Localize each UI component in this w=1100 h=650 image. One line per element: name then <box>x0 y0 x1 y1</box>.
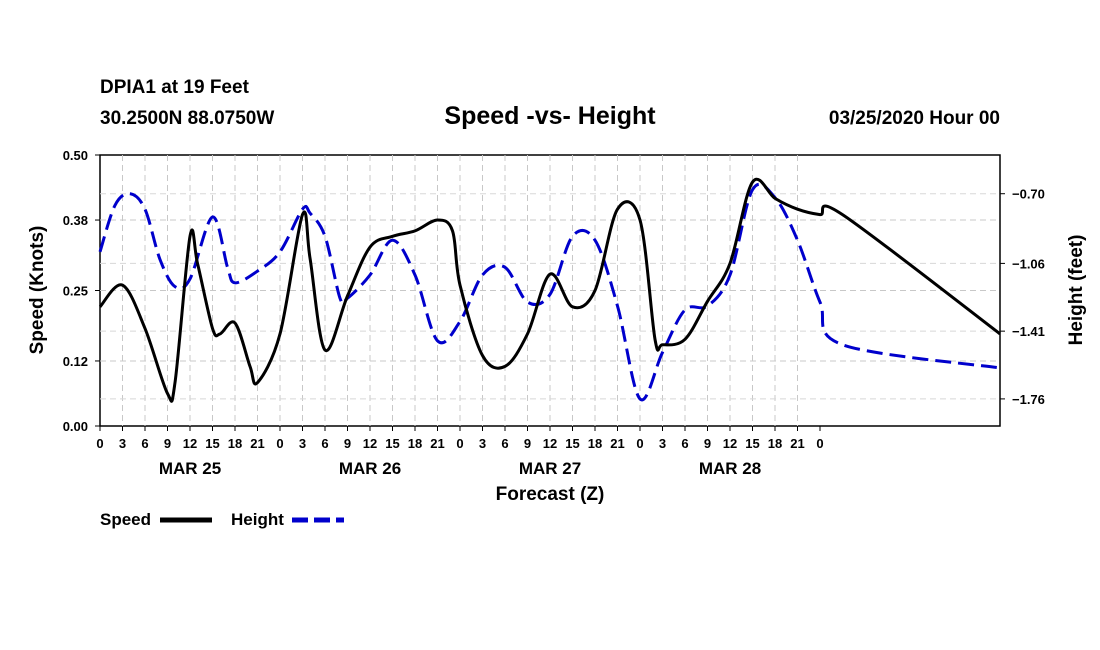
y-left-tick-label: 0.50 <box>63 148 88 163</box>
day-label: MAR 28 <box>699 459 761 478</box>
x-tick-label: 9 <box>164 436 171 451</box>
x-tick-label: 15 <box>565 436 579 451</box>
speed-series-line <box>98 177 1001 403</box>
legend-height-label: Height <box>231 510 284 529</box>
day-label: MAR 25 <box>159 459 221 478</box>
x-tick-label: 6 <box>321 436 328 451</box>
x-tick-label: 3 <box>119 436 126 451</box>
x-tick-label: 3 <box>479 436 486 451</box>
y-right-axis-title: Height (feet) <box>1066 235 1087 346</box>
x-tick-label: 0 <box>456 436 463 451</box>
x-tick-label: 0 <box>96 436 103 451</box>
x-tick-label: 3 <box>659 436 666 451</box>
y-right-tick-label: −1.06 <box>1012 256 1045 271</box>
x-tick-label: 6 <box>681 436 688 451</box>
x-tick-label: 0 <box>816 436 823 451</box>
y-left-tick-label: 0.12 <box>63 354 88 369</box>
x-tick-label: 18 <box>228 436 242 451</box>
coords-label: 30.2500N 88.0750W <box>100 108 274 129</box>
y-left-tick-label: 0.25 <box>63 284 88 299</box>
x-axis-title: Forecast (Z) <box>496 484 605 505</box>
legend-speed-label: Speed <box>100 510 151 529</box>
x-tick-label: 18 <box>588 436 602 451</box>
x-tick-label: 15 <box>205 436 219 451</box>
datetime-label: 03/25/2020 Hour 00 <box>829 108 1000 129</box>
chart-title: Speed -vs- Height <box>444 102 656 130</box>
x-tick-label: 9 <box>344 436 351 451</box>
x-tick-label: 9 <box>524 436 531 451</box>
x-tick-label: 21 <box>610 436 624 451</box>
x-tick-label: 12 <box>543 436 557 451</box>
y-left-tick-label: 0.00 <box>63 419 88 434</box>
x-tick-label: 6 <box>141 436 148 451</box>
x-tick-label: 21 <box>250 436 264 451</box>
legend: Speed Height <box>100 510 344 529</box>
x-tick-label: 0 <box>276 436 283 451</box>
x-tick-label: 21 <box>790 436 804 451</box>
x-tick-label: 9 <box>704 436 711 451</box>
axis-ticks: 0 3 6 9 12 15 18 21 0 3 6 9 12 15 18 21 0 3 6 9 12 15 18 21 0 3 6 9… <box>63 148 1045 478</box>
x-tick-label: 18 <box>408 436 422 451</box>
x-tick-label: 12 <box>183 436 197 451</box>
x-tick-label: 15 <box>745 436 759 451</box>
day-label: MAR 27 <box>519 459 581 478</box>
x-tick-label: 12 <box>723 436 737 451</box>
y-left-tick-label: 0.38 <box>63 213 88 228</box>
y-right-tick-label: −1.76 <box>1012 392 1045 407</box>
y-left-axis-title: Speed (Knots) <box>27 226 48 355</box>
x-tick-label: 12 <box>363 436 377 451</box>
series-layer <box>98 177 1001 403</box>
grid <box>100 155 1000 426</box>
day-label: MAR 26 <box>339 459 401 478</box>
x-tick-label: 15 <box>385 436 399 451</box>
y-right-tick-label: −1.41 <box>1012 324 1045 339</box>
x-tick-label: 3 <box>299 436 306 451</box>
station-label: DPIA1 at 19 Feet <box>100 77 250 98</box>
x-tick-label: 0 <box>636 436 643 451</box>
x-tick-label: 6 <box>501 436 508 451</box>
y-right-tick-label: −0.70 <box>1012 187 1045 202</box>
height-series-line <box>98 182 1001 402</box>
x-tick-label: 18 <box>768 436 782 451</box>
x-tick-label: 21 <box>430 436 444 451</box>
